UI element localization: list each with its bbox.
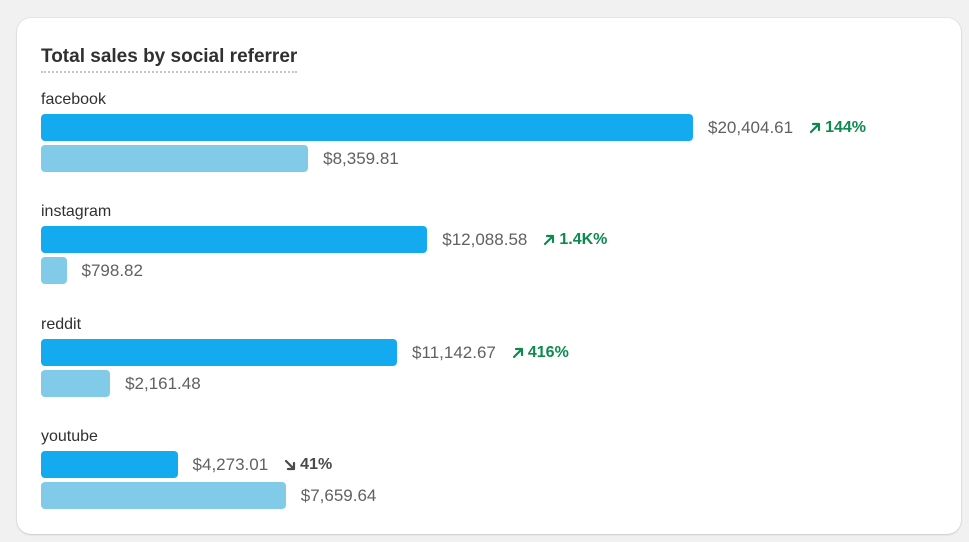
value-label-current-youtube: $4,273.01 — [192, 455, 269, 474]
value-label-current-facebook: $20,404.61 — [708, 118, 794, 137]
chart-title: Total sales by social referrer — [41, 46, 298, 73]
bar-previous-instagram — [41, 257, 67, 284]
change-value: 1.4K% — [559, 231, 608, 248]
change-badge-instagram: 1.4K% — [542, 230, 607, 250]
change-value: 416% — [527, 344, 569, 361]
arrow-down-right-icon — [285, 459, 296, 471]
bar-current-facebook — [41, 114, 693, 141]
bar-current-instagram — [41, 226, 428, 253]
change-value: 144% — [825, 119, 867, 136]
bar-current-youtube — [41, 451, 178, 478]
value-label-previous-youtube: $7,659.64 — [300, 486, 377, 505]
category-label-facebook: facebook — [41, 91, 106, 108]
bar-previous-reddit — [41, 370, 111, 397]
arrow-up-right-icon — [512, 347, 523, 359]
chart-card — [17, 18, 961, 534]
arrow-up-right-icon — [809, 122, 821, 134]
bar-previous-youtube — [41, 482, 286, 509]
arrow-up-right-icon — [544, 234, 555, 246]
bar-previous-facebook — [41, 145, 309, 172]
value-label-previous-reddit: $2,161.48 — [125, 374, 201, 393]
change-value: 41% — [300, 456, 333, 473]
value-label-current-reddit: $11,142.67 — [412, 343, 496, 362]
value-label-previous-facebook: $8,359.81 — [323, 149, 399, 168]
value-label-previous-instagram: $798.82 — [81, 261, 143, 280]
change-badge-reddit: 416% — [511, 343, 569, 363]
category-label-instagram: instagram — [41, 203, 112, 220]
change-badge-youtube: 41% — [283, 455, 332, 475]
category-label-youtube: youtube — [41, 428, 98, 445]
value-label-current-instagram: $12,088.58 — [442, 230, 528, 249]
bar-current-reddit — [41, 339, 398, 366]
change-badge-facebook: 144% — [808, 118, 866, 138]
category-label-reddit: reddit — [41, 316, 82, 333]
